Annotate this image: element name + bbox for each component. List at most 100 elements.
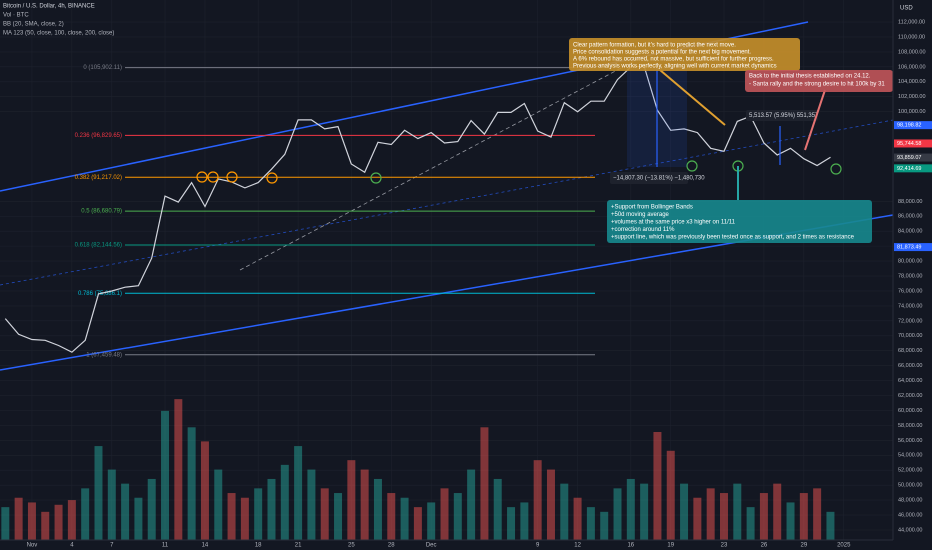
volume-bar <box>586 507 595 540</box>
note-line: - Santa rally and the strong desire to h… <box>749 82 885 88</box>
fib-label: 0.236 (96,829.65) <box>75 133 122 139</box>
volume-bar <box>280 464 289 540</box>
volume-bar <box>267 478 276 540</box>
volume-bar <box>14 497 23 540</box>
price-axis <box>893 0 932 550</box>
volume-bar <box>467 469 476 540</box>
volume-bar <box>826 511 835 540</box>
volume-bar <box>440 488 449 540</box>
price-tag-label: 98,198.82 <box>897 123 921 129</box>
volume-bar <box>254 488 263 540</box>
ticks: 112,000.00 110,000.00 108,000.00 106,000.00… <box>27 19 932 549</box>
y-tick-label: 78,000.00 <box>898 273 922 279</box>
price-tag <box>894 164 932 173</box>
currency: USD <box>900 6 913 12</box>
volume-bar <box>174 399 183 540</box>
price-tag <box>894 153 932 162</box>
y-tick-label: 104,000.00 <box>898 79 926 85</box>
price-tag-label: 81,873.49 <box>897 245 921 251</box>
note-line: +volumes at the same price x3 higher on … <box>611 220 736 226</box>
y-tick-label: 106,000.00 <box>898 64 926 70</box>
x-tick-label: 7 <box>110 543 114 549</box>
volume-bar <box>240 497 249 540</box>
circle <box>207 171 219 183</box>
x-tick-label: 26 <box>761 543 768 549</box>
volume-bar <box>626 478 635 540</box>
volume-bar <box>786 502 795 540</box>
indicator: BB (20, SMA, close, 2) <box>3 22 64 28</box>
note-line: +50d moving average <box>611 212 670 218</box>
chart-title: Bitcoin / U.S. Dollar, 4h, BINANCE <box>3 4 95 10</box>
volume-bar <box>294 446 303 540</box>
volume-bar <box>813 488 822 540</box>
circle <box>226 171 238 183</box>
y-tick-label: 48,000.00 <box>898 498 922 504</box>
volume-bar <box>493 478 502 540</box>
y-tick-label: 70,000.00 <box>898 333 922 339</box>
volume-bar <box>187 427 196 540</box>
y-tick-label: 68,000.00 <box>898 348 922 354</box>
y-tick-label: 66,000.00 <box>898 363 922 369</box>
x-tick-label: 4 <box>70 543 74 549</box>
note-orange <box>569 38 800 71</box>
x-tick-label: Nov <box>27 543 38 549</box>
y-tick-label: 86,000.00 <box>898 214 922 220</box>
y-tick-label: 56,000.00 <box>898 438 922 444</box>
volume-bar <box>67 500 76 540</box>
volume-bar <box>546 469 555 540</box>
volume-bar <box>400 497 409 540</box>
note-line: Price consolidation suggests a potential… <box>573 50 751 56</box>
circle <box>830 163 842 175</box>
note-line: A 6% rebound has occurred, not massive, … <box>573 57 774 63</box>
y-tick-label: 54,000.00 <box>898 453 922 459</box>
fib-label: 0.618 (82,144.56) <box>75 243 122 249</box>
note-red-text: Back to the initial thesis established o… <box>749 74 885 88</box>
y-tick-label: 72,000.00 <box>898 318 922 324</box>
x-tick-label: 25 <box>348 543 355 549</box>
x-tick-label: 9 <box>536 543 540 549</box>
y-tick-label: 62,000.00 <box>898 393 922 399</box>
volume-bar <box>134 497 143 540</box>
channel-mid <box>0 119 894 286</box>
volume-bar <box>387 493 396 540</box>
volume-bar <box>200 441 209 540</box>
time-axis <box>0 540 893 550</box>
volume-bar <box>347 460 356 540</box>
y-tick-label: 100,000.00 <box>898 109 926 115</box>
y-tick-label: 60,000.00 <box>898 408 922 414</box>
price-tag-label: 93,859.07 <box>897 155 921 161</box>
measure-label-box <box>746 110 818 121</box>
y-tick-label: 74,000.00 <box>898 303 922 309</box>
y-tick-label: 108,000.00 <box>898 49 926 55</box>
measure-label: 5,513.57 (5.95%) 551,357 <box>749 113 819 119</box>
x-tick-label: 19 <box>667 543 674 549</box>
volume-bar <box>719 493 728 540</box>
measure-label-box <box>610 172 688 184</box>
price <box>4 65 831 353</box>
x-tick-label: 28 <box>388 543 395 549</box>
note-line: +Support from Bollinger Bands <box>611 205 693 211</box>
volume-bar <box>799 493 808 540</box>
volume-bar <box>693 497 702 540</box>
volume-bar <box>1 507 10 540</box>
volume-bar <box>54 504 63 540</box>
y-tick-label: 64,000.00 <box>898 378 922 384</box>
volume-bar <box>706 488 715 540</box>
x-tick-label: 29 <box>800 543 807 549</box>
volume-bar <box>453 493 462 540</box>
y-tick-label: 46,000.00 <box>898 513 922 519</box>
volume-bar <box>680 483 689 540</box>
indicator: MA 123 (50, close, 100, close, 200, clos… <box>3 31 114 37</box>
volume-bar <box>373 478 382 540</box>
volume-bar <box>759 493 768 540</box>
note-orange-text: Clear pattern formation, but it's hard t… <box>573 43 777 70</box>
price-tag-label: 92,414.69 <box>897 166 921 172</box>
note-line: Previous analysis works perfectly, align… <box>573 64 777 70</box>
circle <box>196 171 208 183</box>
volume-bar <box>81 488 90 540</box>
volume-bar <box>427 502 436 540</box>
volume-bar <box>360 469 369 540</box>
y-tick-label: 80,000.00 <box>898 259 922 265</box>
y-tick-label: 58,000.00 <box>898 423 922 429</box>
